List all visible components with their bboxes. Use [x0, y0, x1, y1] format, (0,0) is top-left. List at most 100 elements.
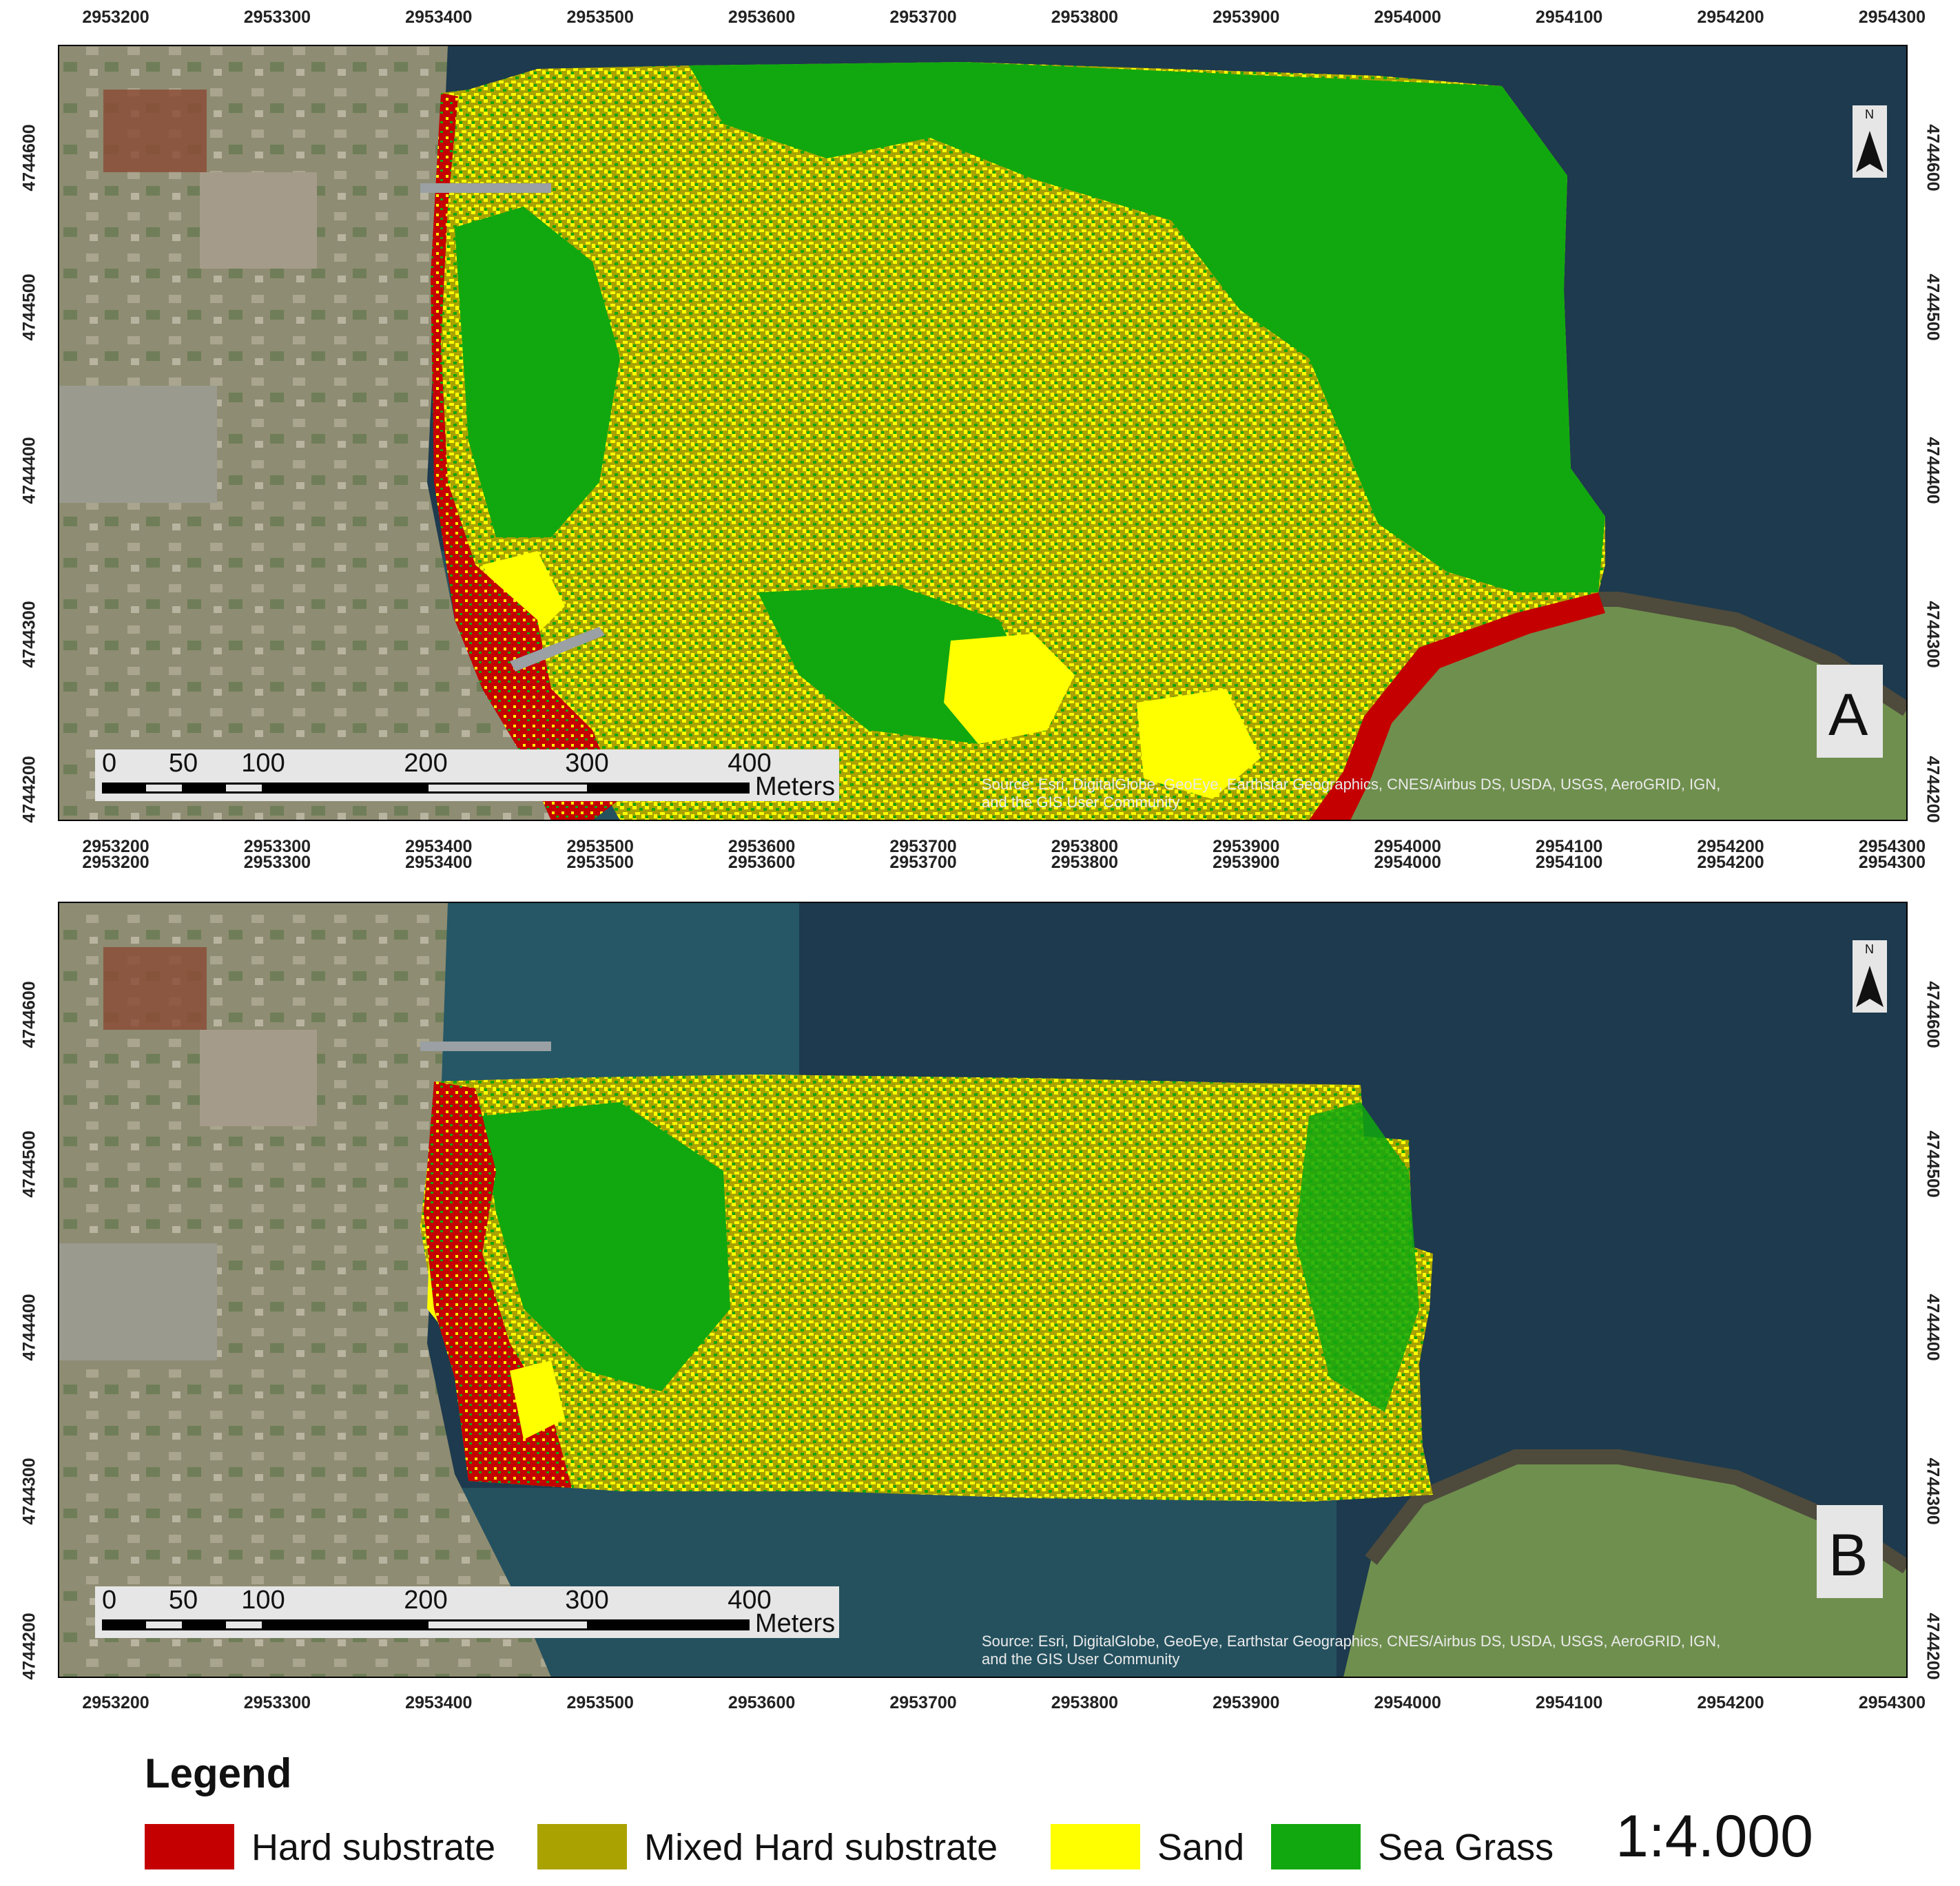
y-tick-label: 4744400: [20, 1294, 39, 1360]
warehouse-roof: [59, 386, 217, 503]
x-tick-label: 2954200: [1697, 1693, 1764, 1712]
legend-swatch-sand: [1051, 1824, 1140, 1869]
legend: Legend Hard substrate Mixed Hard substra…: [145, 1750, 1813, 1869]
north-arrow-a: N: [1853, 105, 1887, 178]
peninsula: [1343, 599, 1907, 820]
jetty-south: [510, 627, 605, 672]
y-tick-label: 4744300: [1923, 601, 1942, 667]
jetty-north: [420, 183, 551, 193]
scalebar-a: 0 50 100 200 300 400 Meters: [95, 749, 839, 801]
scalebar-bar: [102, 1619, 750, 1630]
building-block: [200, 172, 317, 269]
x-tick-label: 2954100: [1536, 837, 1602, 856]
legend-title: Legend: [145, 1750, 291, 1796]
y-tick-label: 4744600: [1923, 981, 1942, 1048]
north-arrow-b: N: [1853, 940, 1887, 1013]
x-tick-label: 2954300: [1859, 853, 1926, 872]
scalebar-label: 100: [241, 1586, 285, 1615]
y-tick-label: 4744600: [20, 124, 39, 191]
map-frame-b: [58, 902, 1908, 1678]
x-tick-label: 2953500: [567, 837, 634, 856]
red-industrial-area: [103, 947, 207, 1030]
x-tick-label: 2953500: [567, 8, 634, 27]
seagrass-west-a: [455, 207, 620, 537]
x-tick-label: 2953900: [1213, 837, 1279, 856]
x-tick-label: 2953800: [1051, 853, 1118, 872]
seagrass-region-a: [689, 62, 1605, 592]
legend-label-sea-grass: Sea Grass: [1378, 1827, 1554, 1868]
x-tick-label: 2953400: [405, 853, 472, 872]
x-tick-label: 2953600: [728, 837, 795, 856]
scalebar-label: 0: [102, 1586, 116, 1615]
y-tick-label: 4744200: [20, 1613, 39, 1679]
x-tick-label: 2953600: [728, 853, 795, 872]
y-tick-label: 4744400: [1923, 437, 1942, 504]
legend-swatch-hard-substrate: [145, 1824, 234, 1869]
y-tick-label: 4744200: [20, 756, 39, 822]
x-tick-label: 2953900: [1213, 1693, 1279, 1712]
scalebar-label: 300: [565, 749, 608, 778]
panel-letter-box-a: [1817, 665, 1883, 758]
legend-label-mixed-hard-substrate: Mixed Hard substrate: [644, 1827, 998, 1868]
sand-patch-a2: [1137, 689, 1261, 799]
x-tick-label: 2953700: [889, 837, 956, 856]
map-scale-ratio: 1:4.000: [1616, 1803, 1813, 1869]
y-tick-label: 4744500: [20, 273, 39, 340]
seagrass-west-b: [482, 1102, 730, 1391]
north-label: N: [1865, 107, 1874, 121]
x-tick-label: 2953800: [1051, 8, 1118, 27]
scalebar-label: 400: [728, 749, 771, 778]
x-tick-label: 2953700: [889, 853, 956, 872]
source-attribution-a-line2: and the GIS User Community: [982, 794, 1179, 811]
y-tick-label: 4744300: [20, 1458, 39, 1524]
scalebar-bar: [102, 783, 750, 794]
x-tick-label: 2953800: [1051, 837, 1118, 856]
peninsula: [1343, 1457, 1907, 1677]
x-tick-label: 2953200: [82, 8, 149, 27]
x-tick-label: 2954000: [1374, 8, 1441, 27]
sand-patch-a3: [482, 551, 565, 647]
north-label: N: [1865, 942, 1874, 956]
scalebar-label: 200: [404, 1586, 447, 1615]
x-tick-label: 2954000: [1374, 853, 1441, 872]
north-arrow-icon: [1870, 966, 1884, 1007]
map-frame-a: [58, 45, 1908, 821]
x-tick-label: 2953600: [728, 1693, 795, 1712]
scalebar-label: 300: [565, 1586, 608, 1615]
x-tick-label: 2953200: [82, 853, 149, 872]
x-tick-label: 2953200: [82, 1693, 149, 1712]
map-panel-a: 0 50 100 200 300 400 Meters N A Source: Esri,…: [58, 45, 1908, 821]
scalebar-label: 200: [404, 749, 447, 778]
x-tick-label: 2953400: [405, 837, 472, 856]
north-arrow-icon: [1870, 131, 1884, 172]
scalebar-label: 0: [102, 749, 116, 778]
x-tick-label: 2953300: [244, 853, 311, 872]
y-tick-label: 4744200: [1923, 756, 1942, 822]
x-tick-label: 2953700: [889, 8, 956, 27]
y-tick-label: 4744200: [1923, 1613, 1942, 1679]
hard-substrate-peninsula-a: [1309, 592, 1605, 820]
x-tick-label: 2953300: [244, 837, 311, 856]
x-tick-label: 2954200: [1697, 853, 1764, 872]
warehouse-roof: [59, 1243, 217, 1360]
x-tick-label: 2953400: [405, 1693, 472, 1712]
hard-substrate-shore-a: [431, 93, 620, 820]
y-tick-label: 4744500: [1923, 273, 1942, 340]
x-tick-label: 2953300: [244, 8, 311, 27]
x-tick-label: 2953400: [405, 8, 472, 27]
y-tick-label: 4744500: [1923, 1130, 1942, 1197]
x-tick-label: 2954200: [1697, 837, 1764, 856]
y-tick-label: 4744300: [20, 601, 39, 667]
legend-swatch-mixed-hard-substrate: [537, 1824, 627, 1869]
land-area: [59, 45, 551, 820]
building-block: [200, 1030, 317, 1126]
scalebar-label: 400: [728, 1586, 771, 1615]
legend-swatch-sea-grass: [1271, 1824, 1361, 1869]
x-tick-label: 2953300: [244, 1693, 311, 1712]
panel-letter-b: B: [1828, 1522, 1868, 1588]
sand-patch-a1: [944, 634, 1075, 744]
legend-label-hard-substrate: Hard substrate: [251, 1827, 495, 1868]
red-industrial-area: [103, 90, 207, 172]
y-tick-label: 4744400: [1923, 1294, 1942, 1360]
